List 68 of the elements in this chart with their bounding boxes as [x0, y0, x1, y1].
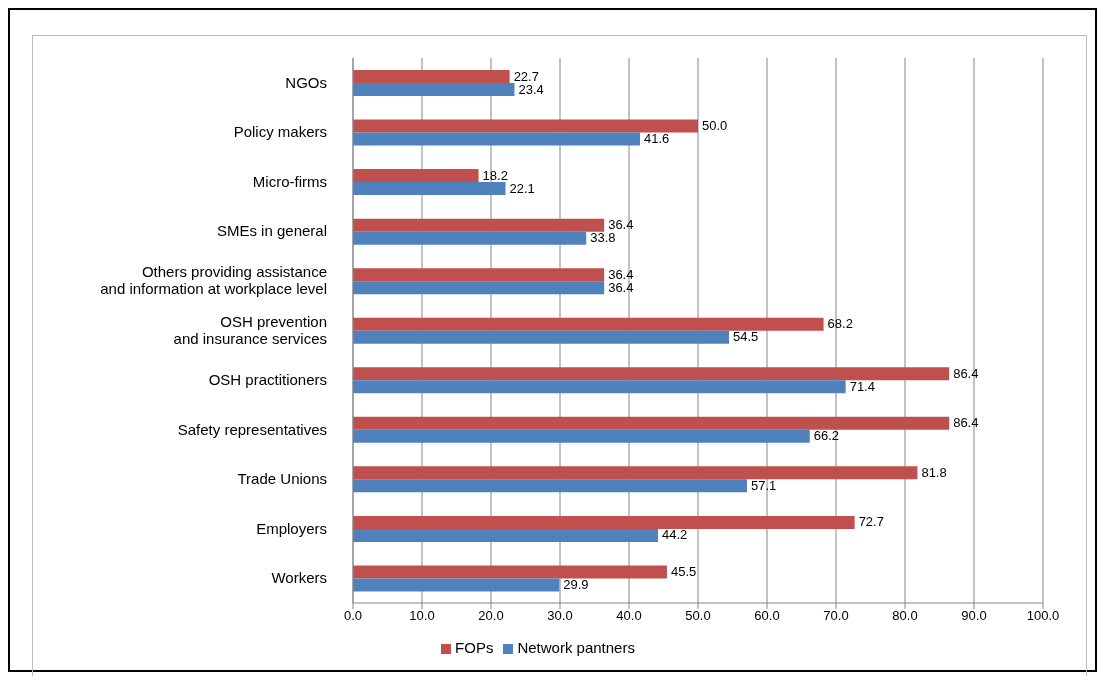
- data-label: 36.4: [608, 279, 634, 295]
- data-label: 41.6: [644, 131, 670, 147]
- data-label: 54.5: [733, 329, 759, 345]
- x-tick-label: 60.0: [754, 608, 780, 624]
- y-tick-label: Safety representatives: [177, 420, 327, 438]
- y-tick-label: Micro-firms: [252, 172, 327, 190]
- data-label: 44.2: [661, 527, 688, 543]
- data-label: 36.4: [608, 266, 634, 282]
- y-tick-label: OSH practitioners: [208, 371, 327, 389]
- data-label: 57.1: [750, 477, 777, 493]
- data-label: 23.4: [518, 81, 544, 97]
- data-label: 86.4: [953, 415, 979, 431]
- bar: [353, 429, 810, 443]
- x-tick-label: 80.0: [892, 608, 918, 624]
- y-tick-label: Trade Unions: [237, 470, 327, 488]
- y-tick-label: Others providing assistance and information at workplace level: [100, 263, 327, 298]
- data-label: 29.9: [563, 576, 589, 592]
- data-label: 66.2: [813, 428, 840, 444]
- data-label: 71.4: [849, 378, 875, 394]
- bar: [353, 367, 950, 381]
- bar: [353, 565, 667, 579]
- bar: [353, 132, 641, 146]
- data-label: 45.5: [670, 563, 697, 579]
- bar: [353, 380, 846, 394]
- x-tick-label: 0.0: [343, 608, 363, 624]
- bar: [353, 330, 730, 344]
- x-tick-label: 50.0: [685, 608, 711, 624]
- y-tick-label: OSH prevention and insurance services: [173, 313, 327, 347]
- bar: [353, 515, 855, 529]
- bar: [353, 317, 824, 331]
- bar: [353, 416, 950, 430]
- bar: [353, 528, 658, 542]
- bar: [353, 169, 479, 183]
- data-label: 50.0: [702, 118, 728, 134]
- y-tick-label: NGOs: [285, 73, 327, 91]
- data-label: 68.2: [827, 316, 853, 332]
- x-tick-label: 30.0: [547, 608, 573, 624]
- data-label: 22.1: [509, 180, 535, 196]
- bar: [353, 182, 506, 196]
- bar: [353, 83, 515, 96]
- x-tick-label: 70.0: [823, 608, 849, 624]
- y-tick-label: Policy makers: [233, 123, 327, 141]
- bar: [353, 70, 510, 83]
- y-tick-label: Workers: [271, 569, 327, 587]
- bar: [353, 218, 605, 232]
- data-label: 81.8: [921, 464, 947, 480]
- legend-label: Network pantners: [517, 639, 635, 656]
- bar: [353, 268, 605, 282]
- bar: [353, 281, 605, 295]
- bar: [353, 479, 747, 493]
- x-tick-label: 90.0: [961, 608, 987, 624]
- y-tick-label: Employers: [256, 519, 327, 537]
- x-tick-label: 10.0: [409, 608, 435, 624]
- data-label: 18.2: [482, 167, 508, 183]
- data-label: 36.4: [608, 217, 634, 233]
- bar: [353, 466, 918, 480]
- x-tick-label: 100.0: [1026, 608, 1060, 624]
- bar: [353, 119, 698, 133]
- legend-label: FOPs: [455, 639, 494, 656]
- x-tick-label: 40.0: [616, 608, 642, 624]
- x-tick-label: 20.0: [478, 608, 504, 624]
- data-label: 86.4: [953, 365, 979, 381]
- bar: [353, 231, 587, 245]
- data-label: 22.7: [513, 68, 539, 84]
- data-label: 33.8: [590, 230, 616, 246]
- data-label: 72.7: [858, 514, 884, 530]
- y-tick-label: SMEs in general: [216, 222, 327, 240]
- bar: [353, 578, 560, 592]
